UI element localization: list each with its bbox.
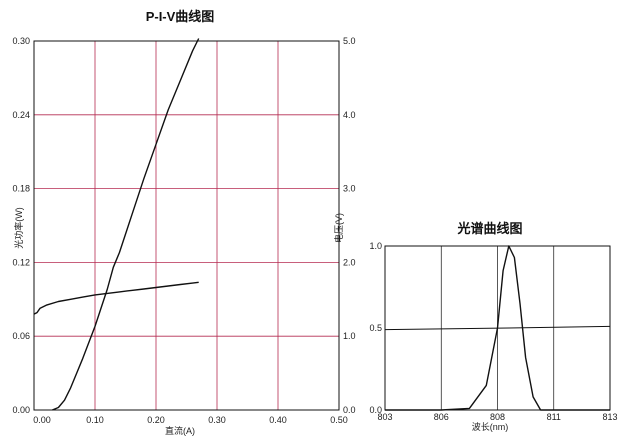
piv-voltage-curve bbox=[33, 281, 199, 315]
piv-y-left-tick-label: 0.30 bbox=[12, 36, 30, 46]
piv-series-group bbox=[33, 38, 200, 411]
piv-y-right-tick-label: 4.0 bbox=[343, 110, 356, 120]
spectrum-y-tick-label: 0.0 bbox=[369, 405, 382, 415]
piv-x-tick-label: 0.10 bbox=[86, 415, 104, 425]
spectrum-x-tick-label: 803 bbox=[377, 412, 392, 422]
piv-y-left-tick-label: 0.24 bbox=[12, 110, 30, 120]
spectrum-x-axis-label: 波长(nm) bbox=[472, 421, 509, 432]
piv-x-tick-label: 0.50 bbox=[330, 415, 348, 425]
spectrum-y-tick-label: 0.5 bbox=[369, 323, 382, 333]
piv-chart-title: P-I-V曲线图 bbox=[146, 9, 215, 24]
spectrum-x-tick-label: 808 bbox=[490, 412, 505, 422]
piv-y-right-ticks: 0.0 1.0 2.0 3.0 4.0 5.0 bbox=[343, 36, 356, 415]
piv-power-curve bbox=[52, 38, 200, 411]
spectrum-x-tick-label: 806 bbox=[434, 412, 449, 422]
spectrum-series-group bbox=[384, 245, 611, 411]
spectrum-x-tick-label: 813 bbox=[602, 412, 617, 422]
piv-y-right-tick-label: 2.0 bbox=[343, 257, 356, 267]
piv-grid bbox=[34, 41, 339, 410]
piv-chart: P-I-V曲线图 0.00 0.10 0.20 0.30 0.40 0.50 0.000.… bbox=[12, 9, 355, 436]
piv-x-tick-label: 0.40 bbox=[269, 415, 287, 425]
spectrum-chart: 光谱曲线图 803 806 808 811 813 0.0 0.5 1.0 波长(nm) bbox=[369, 221, 617, 432]
piv-y-right-tick-label: 0.0 bbox=[343, 405, 356, 415]
spectrum-peak-curve bbox=[385, 245, 610, 411]
piv-y-right-tick-label: 1.0 bbox=[343, 331, 356, 341]
piv-y-right-tick-label: 5.0 bbox=[343, 36, 356, 46]
piv-plot-frame bbox=[33, 40, 340, 411]
piv-x-tick-label: 0.30 bbox=[208, 415, 226, 425]
piv-x-axis-label: 直流(A) bbox=[165, 425, 195, 436]
piv-x-ticks: 0.00 0.10 0.20 0.30 0.40 0.50 bbox=[33, 415, 348, 425]
piv-y-left-tick-label: 0.06 bbox=[12, 331, 30, 341]
spectrum-x-ticks: 803 806 808 811 813 bbox=[377, 412, 617, 422]
piv-y-left-axis-label: 光功率(W) bbox=[13, 207, 24, 249]
piv-y-left-tick-label: 0.00 bbox=[12, 405, 30, 415]
spectrum-plot-frame bbox=[384, 245, 611, 411]
piv-x-tick-label: 0.00 bbox=[33, 415, 51, 425]
spectrum-y-tick-label: 1.0 bbox=[369, 241, 382, 251]
piv-x-tick-label: 0.20 bbox=[147, 415, 165, 425]
piv-y-left-ticks: 0.00 0.06 0.12 0.18 0.24 0.30 bbox=[12, 36, 30, 415]
piv-y-left-tick-label: 0.12 bbox=[12, 257, 30, 267]
spectrum-chart-title: 光谱曲线图 bbox=[456, 221, 522, 236]
piv-y-right-tick-label: 3.0 bbox=[343, 184, 356, 194]
spectrum-y-ticks: 0.0 0.5 1.0 bbox=[369, 241, 382, 415]
piv-y-right-axis-label: 电压(V) bbox=[333, 213, 344, 243]
spectrum-half-max-line bbox=[384, 325, 611, 331]
piv-y-left-tick-label: 0.18 bbox=[12, 184, 30, 194]
spectrum-x-tick-label: 811 bbox=[547, 412, 561, 422]
